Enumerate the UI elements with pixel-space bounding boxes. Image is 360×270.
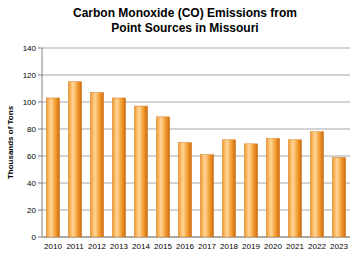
y-tick: [38, 129, 42, 130]
grid-line: [42, 183, 350, 184]
chart-title: Carbon Monoxide (CO) Emissions from Poin…: [60, 6, 310, 36]
y-tick: [38, 183, 42, 184]
bar: [222, 140, 235, 237]
x-tick-label: 2020: [264, 242, 282, 251]
y-tick: [38, 102, 42, 103]
y-tick: [38, 237, 42, 238]
bar: [266, 138, 279, 237]
bar: [90, 93, 103, 237]
y-tick: [38, 210, 42, 211]
grid-line: [42, 237, 350, 238]
y-axis: [42, 48, 43, 237]
bars: [46, 82, 345, 237]
y-tick-label: 80: [27, 125, 36, 134]
y-tick-label: 60: [27, 152, 36, 161]
y-tick: [38, 156, 42, 157]
x-tick-label: 2023: [330, 242, 348, 251]
bar: [288, 140, 301, 237]
x-tick-label: 2018: [220, 242, 238, 251]
y-tick: [38, 75, 42, 76]
x-tick-label: 2010: [44, 242, 62, 251]
bar: [244, 144, 257, 237]
grid-line: [42, 156, 350, 157]
y-tick-label: 40: [27, 179, 36, 188]
chart: 0 20 40 60 80 100 120 140 Thousands of Tons 2010 2…: [0, 0, 360, 270]
y-tick-label: 120: [23, 71, 37, 80]
bar: [200, 155, 213, 237]
x-tick-label: 2016: [176, 242, 194, 251]
bar: [178, 143, 191, 238]
grid-line: [42, 210, 350, 211]
x-tick-label: 2014: [132, 242, 150, 251]
bar: [46, 98, 59, 237]
x-tick-label: 2012: [88, 242, 106, 251]
x-tick-label: 2015: [154, 242, 172, 251]
x-tick-label: 2019: [242, 242, 260, 251]
bar: [156, 117, 169, 237]
y-tick-label: 100: [23, 98, 37, 107]
y-tick-label: 0: [32, 233, 37, 242]
grid-line: [42, 48, 350, 49]
x-tick-label: 2013: [110, 242, 128, 251]
y-tick: [38, 48, 42, 49]
y-tick-label: 20: [27, 206, 36, 215]
x-axis: [42, 237, 350, 238]
y-axis-label: Thousands of Tons: [6, 105, 15, 179]
bar: [310, 132, 323, 237]
x-tick-label: 2017: [198, 242, 216, 251]
grid-line: [42, 102, 350, 103]
y-tick-label: 140: [23, 44, 37, 53]
bar: [68, 82, 81, 237]
bar: [134, 106, 147, 237]
x-tick-label: 2011: [66, 242, 84, 251]
bar: [332, 157, 345, 237]
x-tick-label: 2022: [308, 242, 326, 251]
grid-line: [42, 129, 350, 130]
grid-line: [42, 75, 350, 76]
bar: [112, 98, 125, 237]
x-tick-label: 2021: [286, 242, 304, 251]
